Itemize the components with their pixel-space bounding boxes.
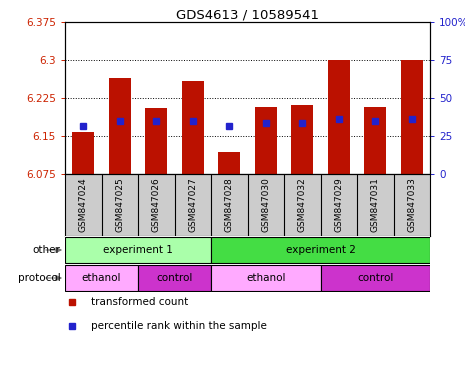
Text: GSM847025: GSM847025	[115, 177, 124, 232]
Bar	[291, 104, 313, 174]
Text: GSM847027: GSM847027	[188, 177, 197, 232]
Bar	[138, 265, 211, 291]
Bar	[145, 108, 167, 174]
Bar	[72, 132, 94, 174]
Text: ethanol: ethanol	[82, 273, 121, 283]
Text: GSM847029: GSM847029	[334, 177, 343, 232]
Text: percentile rank within the sample: percentile rank within the sample	[91, 321, 266, 331]
Bar	[65, 265, 138, 291]
Bar	[182, 81, 204, 174]
Text: control: control	[156, 273, 193, 283]
Text: GSM847030: GSM847030	[261, 177, 270, 232]
Text: GSM847026: GSM847026	[152, 177, 161, 232]
Text: GDS4613 / 10589541: GDS4613 / 10589541	[176, 9, 319, 22]
Bar	[109, 78, 131, 174]
Bar	[401, 60, 423, 174]
Text: GSM847032: GSM847032	[298, 177, 307, 232]
Text: GSM847033: GSM847033	[407, 177, 416, 232]
Text: GSM847031: GSM847031	[371, 177, 380, 232]
Text: GSM847024: GSM847024	[79, 177, 88, 232]
Text: ethanol: ethanol	[246, 273, 286, 283]
Text: GSM847028: GSM847028	[225, 177, 234, 232]
Bar	[255, 107, 277, 174]
Bar	[65, 237, 211, 263]
Bar	[211, 237, 430, 263]
Text: other: other	[33, 245, 60, 255]
Bar	[320, 265, 430, 291]
Text: experiment 2: experiment 2	[286, 245, 355, 255]
Text: experiment 1: experiment 1	[103, 245, 173, 255]
Bar	[218, 152, 240, 174]
Text: transformed count: transformed count	[91, 297, 188, 307]
Text: control: control	[357, 273, 393, 283]
Text: protocol: protocol	[18, 273, 60, 283]
Bar	[328, 60, 350, 174]
Bar	[211, 265, 320, 291]
Bar	[364, 107, 386, 174]
